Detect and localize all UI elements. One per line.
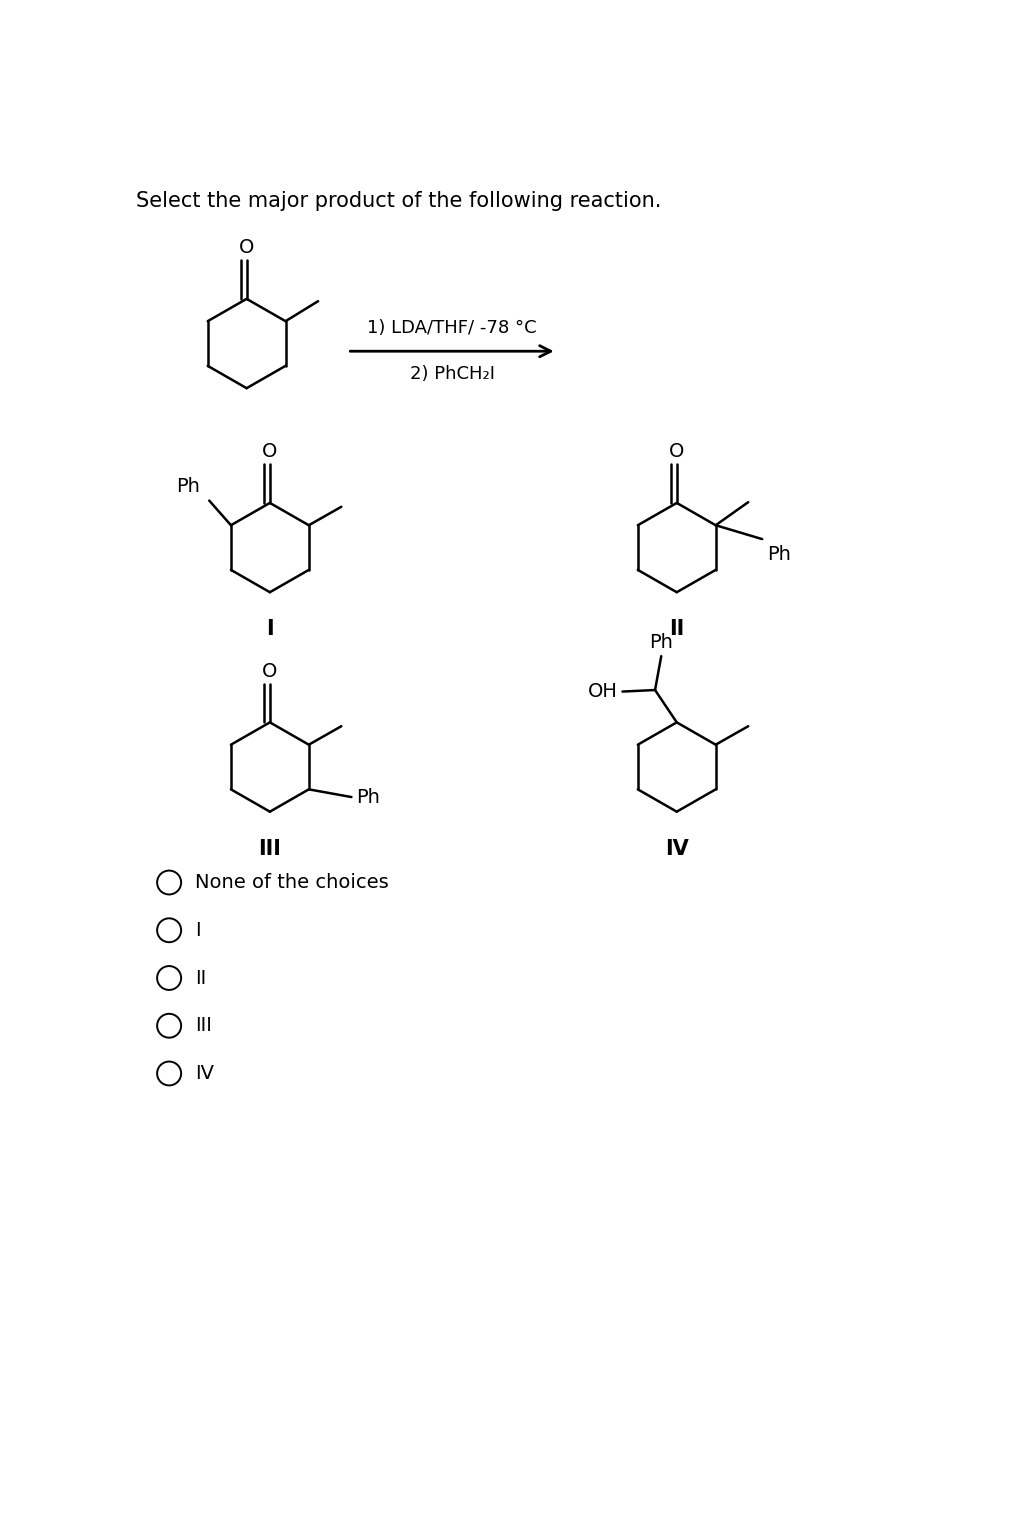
- Text: IV: IV: [664, 839, 687, 859]
- Text: Ph: Ph: [649, 633, 672, 651]
- Text: I: I: [195, 921, 200, 940]
- Text: III: III: [195, 1016, 211, 1036]
- Text: Ph: Ph: [766, 545, 790, 564]
- Text: II: II: [668, 619, 683, 639]
- Text: O: O: [239, 238, 254, 257]
- Text: 2) PhCH₂I: 2) PhCH₂I: [409, 365, 494, 384]
- Text: IV: IV: [195, 1063, 214, 1083]
- Text: III: III: [258, 839, 281, 859]
- Text: O: O: [668, 442, 683, 461]
- Text: OH: OH: [587, 681, 618, 701]
- Text: 1) LDA/THF/ -78 °C: 1) LDA/THF/ -78 °C: [367, 319, 536, 338]
- Text: O: O: [262, 442, 277, 461]
- Text: II: II: [195, 969, 206, 987]
- Text: Select the major product of the following reaction.: Select the major product of the followin…: [135, 191, 660, 211]
- Text: O: O: [262, 662, 277, 681]
- Text: None of the choices: None of the choices: [195, 872, 388, 892]
- Text: Ph: Ph: [356, 787, 379, 807]
- Text: Ph: Ph: [176, 477, 200, 497]
- Text: I: I: [266, 619, 273, 639]
